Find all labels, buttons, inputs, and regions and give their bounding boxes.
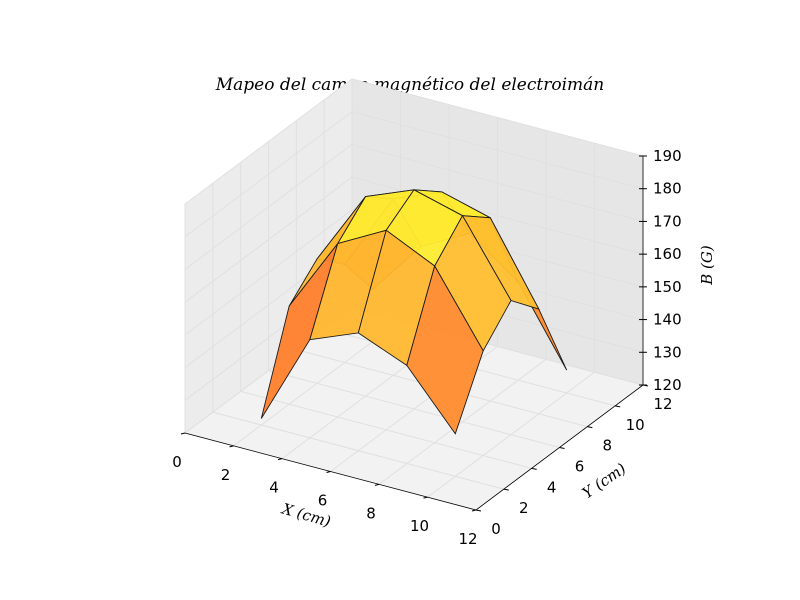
y-axis-label: Y (cm) <box>579 459 630 502</box>
x-tick-label: 2 <box>221 466 231 484</box>
surface-patch <box>406 264 484 435</box>
gridline <box>240 390 532 469</box>
x-tick-label: 4 <box>269 479 279 497</box>
gridline <box>268 370 560 448</box>
x-tick-label: 0 <box>172 453 182 471</box>
y-tick-label: 2 <box>519 499 529 517</box>
x-tick <box>471 509 477 512</box>
y-tick <box>587 426 593 429</box>
gridline <box>351 143 644 222</box>
gridline <box>184 209 353 336</box>
x-tick-label: 6 <box>318 492 328 510</box>
gridline <box>351 111 644 190</box>
gridline <box>184 111 353 238</box>
x-tick <box>229 445 234 448</box>
surface-plot <box>260 189 568 435</box>
x-tick-labels: 0 2 4 6 8 10 12 <box>172 453 477 548</box>
y-tick <box>503 488 509 491</box>
gridline <box>351 78 644 157</box>
z-tick-label: 140 <box>653 311 682 329</box>
x-tick <box>423 496 428 499</box>
gridline <box>184 78 353 205</box>
z-tick-label: 170 <box>653 212 682 230</box>
z-tick-label: 160 <box>653 245 682 263</box>
y-tick-label: 4 <box>547 478 557 496</box>
y-tick <box>531 467 537 470</box>
x-tick <box>277 458 283 461</box>
gridline <box>184 144 353 270</box>
z-tick-label: 130 <box>653 343 682 361</box>
gridline <box>212 411 504 490</box>
gridline <box>351 176 644 255</box>
y-tick <box>475 509 482 512</box>
x-tick-label: 12 <box>458 530 477 548</box>
z-tick-labels: 120 130 140 150 160 170 180 190 <box>653 147 682 394</box>
axis-lines <box>180 155 649 512</box>
z-tick-label: 190 <box>653 147 682 165</box>
y-tick-label: 0 <box>491 520 501 538</box>
z-axis-label: B (G) <box>698 245 716 286</box>
y-tick-label: 10 <box>626 416 645 434</box>
x-tick-label: 10 <box>410 517 429 535</box>
z-tick-label: 150 <box>653 278 682 296</box>
y-tick <box>559 447 565 449</box>
y-tick <box>615 405 621 408</box>
gridline <box>184 176 353 303</box>
y-tick-label: 6 <box>575 458 585 476</box>
y-tick-label: 12 <box>653 395 672 413</box>
x-tick <box>326 471 331 473</box>
x-tick-label: 8 <box>366 504 376 522</box>
chart-title: Mapeo del campo magnético del electroimá… <box>215 75 604 95</box>
x-tick <box>180 432 186 435</box>
y-tick-label: 8 <box>603 437 613 455</box>
z-tick-label: 120 <box>653 376 682 394</box>
z-tick-label: 180 <box>653 180 682 198</box>
x-tick <box>374 483 380 486</box>
